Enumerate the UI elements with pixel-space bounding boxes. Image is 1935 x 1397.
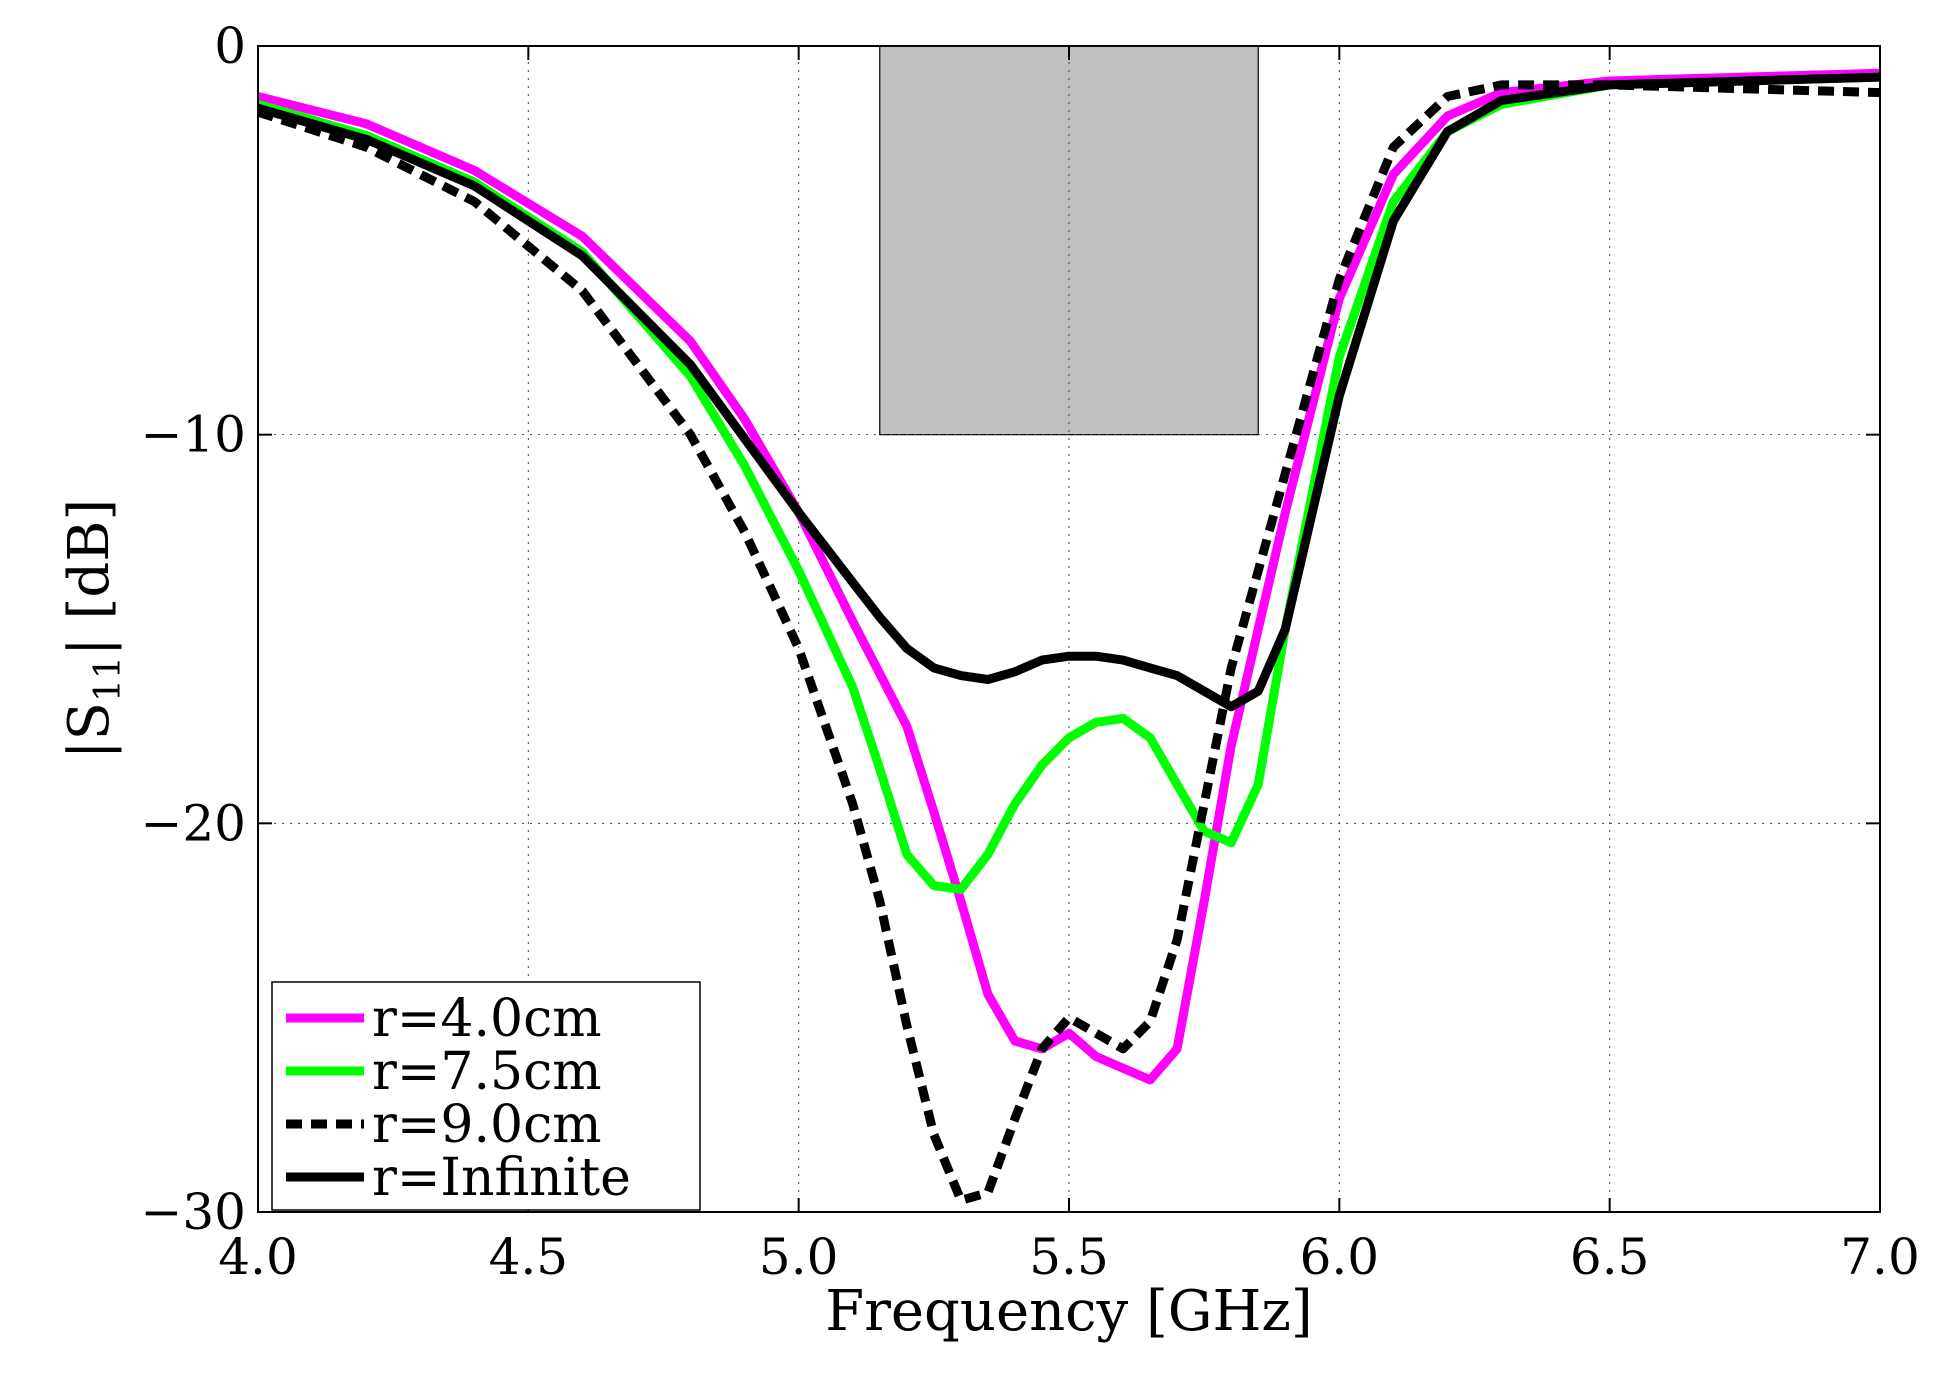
y-tick-label-3: −30 [140,1183,246,1241]
y-tick-label-2: −20 [140,794,246,852]
y-tick-label-1: −10 [140,406,246,464]
series-line-0 [258,68,1880,1085]
x-tick-label-2: 5.0 [759,1228,839,1286]
x-tick-label-1: 4.5 [489,1228,569,1286]
x-tick-label-5: 6.5 [1570,1228,1650,1286]
x-tick-label-6: 7.0 [1840,1228,1920,1286]
y-tick-label-0: 0 [214,17,246,75]
y-axis-title-subscript: 11 [88,656,129,702]
plot-area [258,45,1880,1212]
y-axis-title: |S11| [dB] [57,499,129,759]
shaded-band [879,45,1259,436]
y-axis-title-prefix: |S [57,702,122,759]
series-line-3 [258,72,1880,712]
legend-label-0: r=4.0cm [372,989,602,1049]
x-axis-title: Frequency [GHz] [825,1279,1312,1344]
series-line-2 [258,80,1880,1205]
series-line-1 [258,72,1880,894]
legend-label-2: r=9.0cm [372,1095,602,1155]
legend-label-3: r=Infinite [372,1148,631,1208]
x-tick-label-0: 4.0 [218,1228,298,1286]
x-tick-label-3: 5.5 [1029,1228,1109,1286]
x-tick-label-4: 6.0 [1300,1228,1380,1286]
series-group [258,68,1880,1205]
y-axis-title-suffix: | [dB] [57,499,122,656]
legend-label-1: r=7.5cm [372,1042,602,1102]
axes: 4.0 4.5 5.0 5.5 6.0 6.5 7.0 0 −10 −20 −30 Frequency… [57,17,1920,1344]
